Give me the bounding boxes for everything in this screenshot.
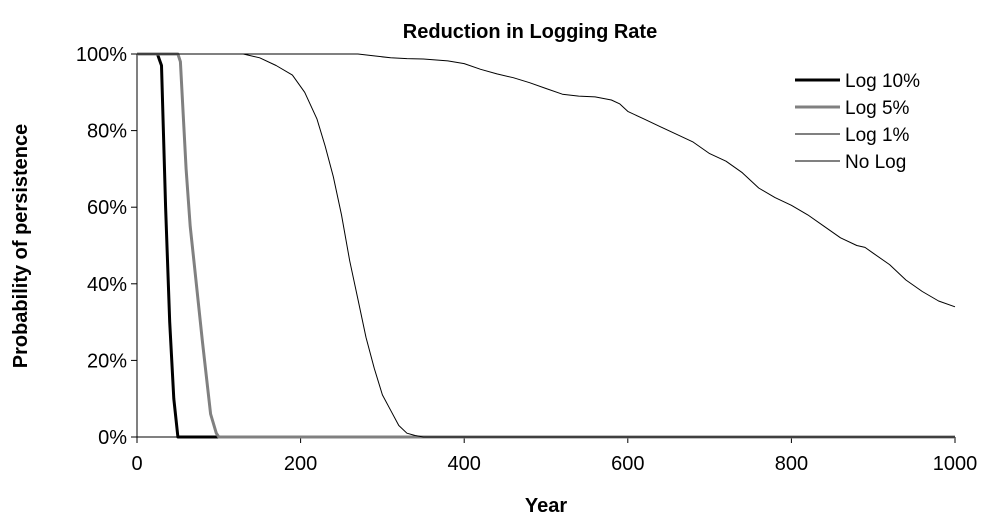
y-tick-label: 100% [76,44,127,66]
legend: Log 10% Log 5% Log 1% No Log [795,71,920,173]
plot-area: 0% 20% 40% 60% 80% 100% 0 200 400 600 800 1000 [76,44,977,475]
series-line-log-1 [137,53,955,438]
y-tick-label: 60% [87,197,127,219]
legend-label: No Log [845,152,906,173]
x-tick-label: 600 [611,453,644,475]
x-ticks: 0 200 400 600 800 1000 [131,437,977,475]
x-tick-label: 200 [284,453,317,475]
x-axis-title: Year [525,495,567,516]
y-ticks: 0% 20% 40% 60% 80% 100% [76,44,137,449]
legend-label: Log 1% [845,125,910,146]
series-lines [137,52,956,439]
y-tick-label: 20% [87,350,127,372]
series-line-no-log [137,53,956,308]
y-axis-title: Probability of persistence [10,124,32,369]
chart-title: Reduction in Logging Rate [403,21,657,43]
series-line-log-5 [137,52,955,439]
x-tick-label: 0 [131,453,142,475]
y-tick-label: 40% [87,274,127,296]
series-line-log-10 [137,52,955,439]
legend-label: Log 10% [845,71,920,92]
y-tick-label: 80% [87,121,127,143]
x-tick-label: 1000 [933,453,978,475]
legend-label: Log 5% [845,98,910,119]
x-tick-label: 800 [775,453,808,475]
x-tick-label: 400 [448,453,481,475]
y-tick-label: 0% [98,427,127,449]
